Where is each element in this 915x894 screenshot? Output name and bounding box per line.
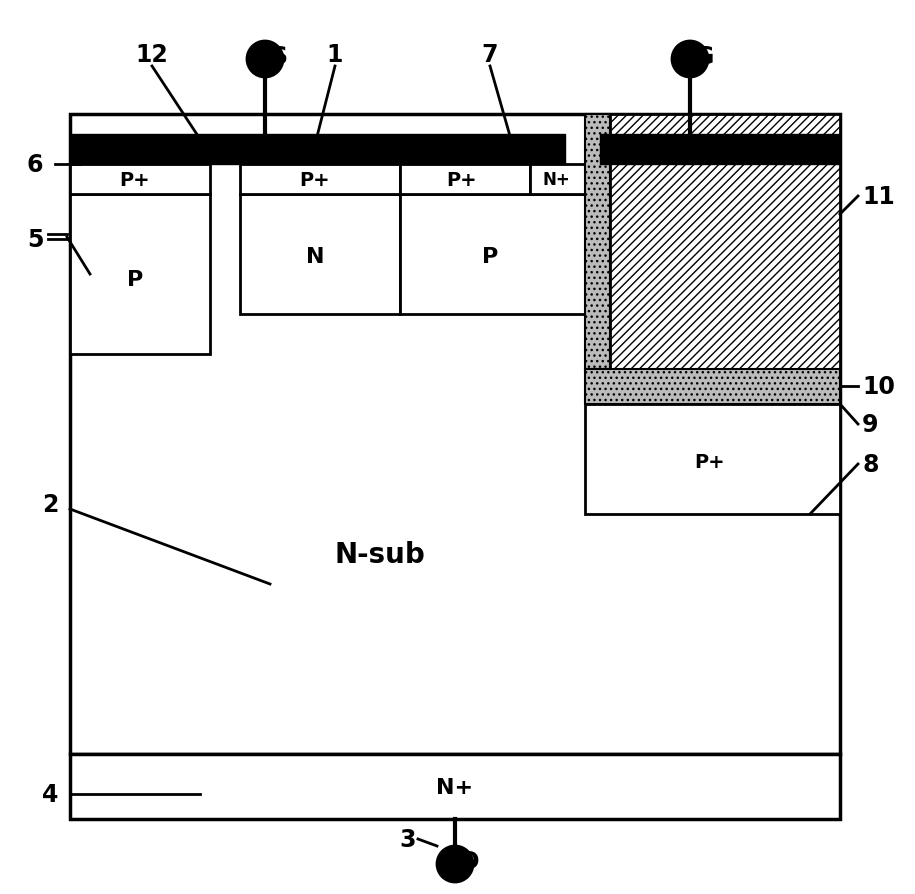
- Text: G: G: [695, 45, 715, 69]
- Text: S: S: [270, 45, 287, 69]
- Bar: [70, 135, 565, 164]
- Text: 12: 12: [135, 43, 168, 67]
- Bar: [400, 164, 530, 195]
- Bar: [585, 369, 840, 405]
- Text: P+: P+: [300, 171, 330, 190]
- Text: 3: 3: [400, 827, 416, 851]
- Bar: [600, 135, 840, 164]
- Text: N+: N+: [542, 171, 570, 189]
- Text: 7: 7: [482, 43, 499, 67]
- Circle shape: [437, 846, 473, 882]
- Text: P: P: [127, 270, 143, 290]
- Bar: [610, 114, 840, 369]
- Text: 6: 6: [27, 153, 43, 177]
- Text: 8: 8: [862, 452, 878, 477]
- Text: P+: P+: [694, 453, 726, 472]
- Text: P: P: [482, 247, 498, 266]
- Circle shape: [247, 42, 283, 78]
- Text: N-sub: N-sub: [335, 540, 425, 569]
- Bar: [70, 164, 210, 195]
- Text: P+: P+: [120, 171, 150, 190]
- Bar: [240, 195, 400, 315]
- Bar: [400, 195, 585, 315]
- Circle shape: [672, 42, 708, 78]
- Text: N+: N+: [436, 777, 474, 797]
- Bar: [70, 114, 840, 755]
- Bar: [530, 164, 585, 195]
- Bar: [585, 114, 610, 369]
- Text: 1: 1: [327, 43, 343, 67]
- Text: D: D: [460, 849, 479, 873]
- Bar: [70, 195, 210, 355]
- Text: 10: 10: [862, 375, 895, 399]
- Text: 9: 9: [862, 412, 878, 436]
- Bar: [240, 164, 400, 195]
- Text: N: N: [306, 247, 324, 266]
- Bar: [70, 755, 840, 819]
- Text: 11: 11: [862, 185, 895, 209]
- Text: 2: 2: [42, 493, 59, 517]
- Text: 5: 5: [27, 228, 43, 252]
- Text: P+: P+: [447, 171, 478, 190]
- Text: 4: 4: [42, 782, 59, 806]
- Bar: [585, 405, 840, 514]
